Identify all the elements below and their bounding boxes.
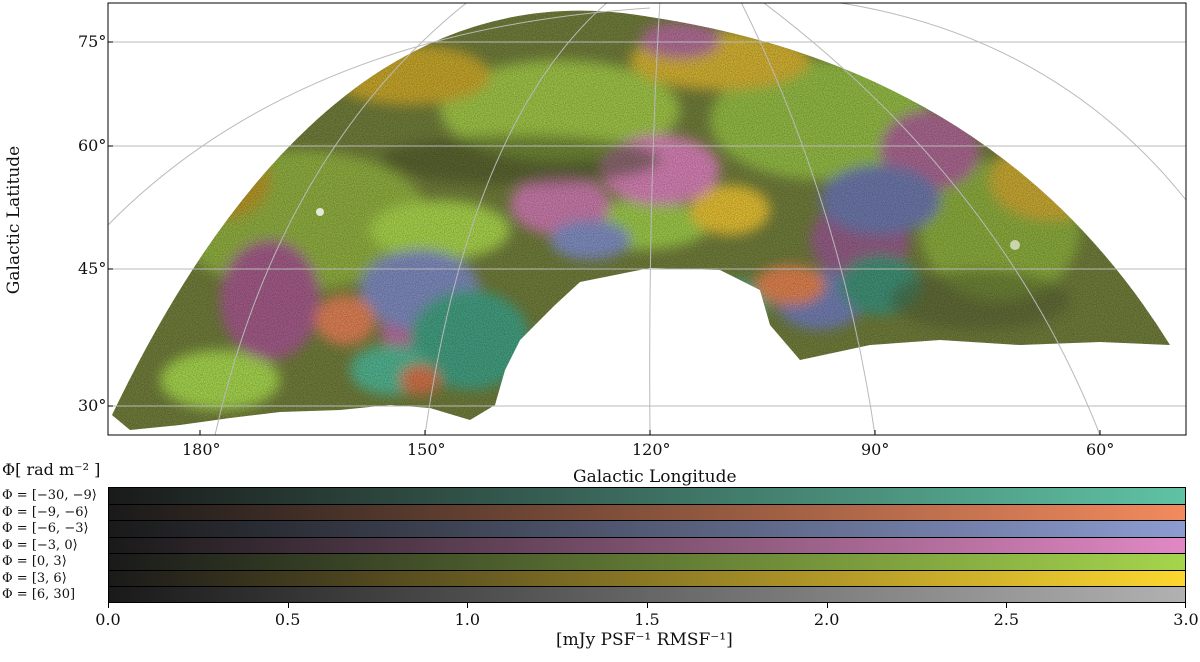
colorbar-row-label: Φ = [−6, −3⟩ <box>2 521 89 537</box>
colorbar-tick-mark <box>647 603 648 608</box>
colorbar-tick-label: 1.0 <box>454 610 481 629</box>
colorbar-tick-label: 0.0 <box>95 610 121 629</box>
colorbar-row-label: Φ = [3, 6⟩ <box>2 570 67 586</box>
colorbar-row <box>108 553 1186 570</box>
lat-tick: 30° <box>78 396 107 415</box>
colorbar-tick-mark <box>1006 603 1008 608</box>
lat-tick: 60° <box>78 136 107 155</box>
colorbar-row <box>108 520 1186 537</box>
colorbar-row <box>108 487 1186 504</box>
colorbar-tick-label: 2.0 <box>813 610 840 629</box>
colorbar-tick-mark <box>467 603 469 608</box>
colorbar-row <box>108 586 1186 603</box>
colorbar-row-label: Φ = [0, 3⟩ <box>2 554 67 570</box>
colorbar-row-label: Φ = [−3, 0⟩ <box>2 537 78 553</box>
colorbar-tick-mark <box>1185 603 1186 608</box>
lon-tick: 120° <box>632 440 671 459</box>
lon-tick: 150° <box>407 440 446 459</box>
colorbar-tick-mark <box>287 603 289 608</box>
lon-tick: 180° <box>182 440 221 459</box>
x-axis-label: Galactic Longitude <box>573 467 737 487</box>
colorbar-row <box>108 503 1186 521</box>
lon-tick: 90° <box>861 440 890 459</box>
colorbar-row-label: Φ = [−9, −6⟩ <box>2 504 89 520</box>
graticule <box>108 3 1186 435</box>
colorbar-tick-label: 3.0 <box>1173 610 1199 629</box>
colorbar-title: Φ[ rad m⁻² ] <box>2 460 101 479</box>
colorbar-unit-label: [mJy PSF⁻¹ RMSF⁻¹] <box>556 630 733 650</box>
colorbar-tick-mark <box>108 603 109 608</box>
colorbar-row-label: Φ = [6, 30] <box>2 587 76 603</box>
colorbar-tick-mark <box>826 603 828 608</box>
y-axis-label: Galactic Latitude <box>4 145 24 295</box>
lat-tick: 45° <box>78 259 107 278</box>
map-frame <box>107 2 1187 436</box>
colorbar-tick-label: 2.5 <box>993 610 1020 629</box>
colorbar-tick-label: 0.5 <box>274 610 301 629</box>
polarization-mosaic <box>112 10 1170 430</box>
colorbar-tick-label: 1.5 <box>634 610 660 629</box>
lat-tick: 75° <box>78 32 107 51</box>
colorbar-row <box>108 536 1186 554</box>
colorbar-row-label: Φ = [−30, −9⟩ <box>2 488 97 503</box>
lon-tick: 60° <box>1086 440 1115 459</box>
colorbar-row <box>108 569 1186 587</box>
